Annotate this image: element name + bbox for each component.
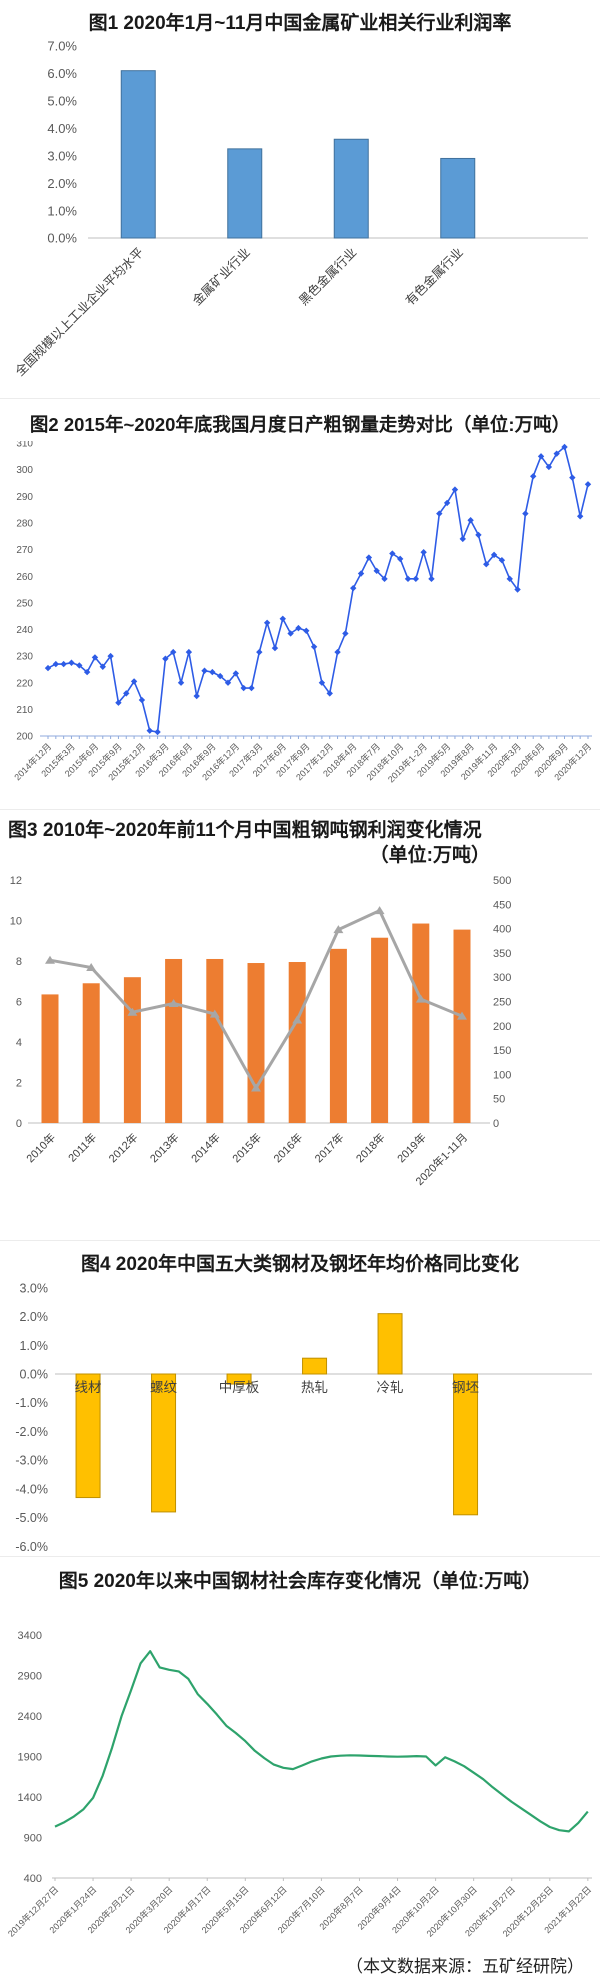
figure2-title: 图2 2015年~2020年底我国月度日产粗钢量走势对比（单位:万吨） <box>29 414 571 435</box>
figure2: 图2 2015年~2020年底我国月度日产粗钢量走势对比（单位:万吨） 200 2… <box>0 398 600 809</box>
svg-text:250: 250 <box>493 997 511 1009</box>
svg-text:中厚板: 中厚板 <box>219 1380 260 1395</box>
svg-text:0: 0 <box>493 1118 499 1130</box>
svg-text:2018年: 2018年 <box>353 1131 388 1166</box>
figure4-bar-chart: -6.0% -5.0% -4.0% -3.0% -2.0% -1.0% 0.0% 1.0% 2.… <box>0 1278 600 1556</box>
figure3: 图3 2010年~2020年前11个月中国粗钢吨钢利润变化情况 （单位:万吨） … <box>0 809 600 1240</box>
svg-text:10: 10 <box>10 916 22 928</box>
figure4-title: 图4 2020年中国五大类钢材及钢坯年均价格同比变化 <box>80 1254 520 1275</box>
svg-text:6.0%: 6.0% <box>47 66 77 81</box>
svg-text:6: 6 <box>16 997 22 1009</box>
svg-text:2015年: 2015年 <box>229 1131 264 1166</box>
svg-text:250: 250 <box>16 598 33 609</box>
svg-text:3400: 3400 <box>18 1630 42 1642</box>
svg-text:-4.0%: -4.0% <box>15 1482 48 1496</box>
figure1-title: 图1 2020年1月~11月中国金属矿业相关行业利润率 <box>88 13 512 34</box>
svg-text:1900: 1900 <box>18 1751 42 1763</box>
svg-text:线材: 线材 <box>75 1380 102 1395</box>
svg-text:2400: 2400 <box>18 1711 42 1723</box>
figure4: 图4 2020年中国五大类钢材及钢坯年均价格同比变化 -6.0% -5.0% -4.… <box>0 1240 600 1556</box>
svg-text:900: 900 <box>24 1832 42 1844</box>
svg-text:-2.0%: -2.0% <box>15 1425 48 1439</box>
svg-text:240: 240 <box>16 625 33 636</box>
svg-text:50: 50 <box>493 1094 505 1106</box>
svg-text:5.0%: 5.0% <box>47 94 77 109</box>
svg-text:2017年: 2017年 <box>312 1131 347 1166</box>
svg-text:210: 210 <box>16 705 33 716</box>
figure5: 图5 2020年以来中国钢材社会库存变化情况（单位:万吨） 400 900 1400… <box>0 1556 600 1982</box>
svg-text:热轧: 热轧 <box>301 1380 328 1395</box>
figure3-unit-label: （单位:万吨） <box>369 844 490 866</box>
svg-text:2: 2 <box>16 1078 22 1090</box>
svg-text:300: 300 <box>16 465 33 476</box>
svg-text:4.0%: 4.0% <box>47 121 77 136</box>
svg-text:400: 400 <box>24 1873 42 1885</box>
svg-text:4: 4 <box>16 1037 22 1049</box>
svg-text:2016年: 2016年 <box>270 1131 305 1166</box>
data-source-note: （本文数据来源：五矿经研院） <box>346 1957 584 1976</box>
svg-text:3.0%: 3.0% <box>20 1281 49 1295</box>
svg-text:200: 200 <box>16 732 33 743</box>
figure5-title: 图5 2020年以来中国钢材社会库存变化情况（单位:万吨） <box>58 1571 542 1592</box>
svg-text:310: 310 <box>16 441 33 450</box>
svg-text:230: 230 <box>16 652 33 663</box>
svg-text:2013年: 2013年 <box>147 1131 182 1166</box>
svg-text:-6.0%: -6.0% <box>15 1540 48 1554</box>
svg-text:280: 280 <box>16 519 33 530</box>
svg-text:金属矿业行业: 金属矿业行业 <box>189 245 253 309</box>
svg-text:0: 0 <box>16 1118 22 1130</box>
svg-text:-3.0%: -3.0% <box>15 1454 48 1468</box>
figure5-line-chart: 400 900 1400 1900 2400 2900 3400 2019年12月27日 202… <box>0 1597 600 1977</box>
svg-text:270: 270 <box>16 545 33 556</box>
svg-text:500: 500 <box>493 875 511 887</box>
svg-text:8: 8 <box>16 956 22 968</box>
svg-text:290: 290 <box>16 492 33 503</box>
figure1: 图1 2020年1月~11月中国金属矿业相关行业利润率 0.0% 1.0% 2.0%… <box>0 0 600 398</box>
svg-text:冷轧: 冷轧 <box>377 1380 404 1395</box>
svg-text:200: 200 <box>493 1021 511 1033</box>
figure3-title: 图3 2010年~2020年前11个月中国粗钢吨钢利润变化情况 <box>8 820 482 841</box>
svg-text:全国规模以上工业企业平均水平: 全国规模以上工业企业平均水平 <box>12 245 146 379</box>
svg-text:1.0%: 1.0% <box>20 1339 49 1353</box>
svg-text:2.0%: 2.0% <box>20 1310 49 1324</box>
svg-text:0.0%: 0.0% <box>47 231 77 246</box>
svg-text:2900: 2900 <box>18 1670 42 1682</box>
svg-text:150: 150 <box>493 1045 511 1057</box>
svg-text:12: 12 <box>10 875 22 887</box>
svg-text:7.0%: 7.0% <box>47 39 77 54</box>
svg-text:螺纹: 螺纹 <box>150 1380 177 1395</box>
svg-text:1.0%: 1.0% <box>47 203 77 218</box>
svg-text:有色金属行业: 有色金属行业 <box>402 245 466 309</box>
svg-text:-5.0%: -5.0% <box>15 1511 48 1525</box>
svg-text:2019年: 2019年 <box>394 1131 429 1166</box>
svg-text:100: 100 <box>493 1070 511 1082</box>
svg-text:黑色金属行业: 黑色金属行业 <box>296 245 360 309</box>
svg-text:2.0%: 2.0% <box>47 176 77 191</box>
svg-text:2011年: 2011年 <box>65 1131 99 1165</box>
svg-text:400: 400 <box>493 924 511 936</box>
svg-text:450: 450 <box>493 900 511 912</box>
svg-text:3.0%: 3.0% <box>47 148 77 163</box>
figure1-bar-chart: 0.0% 1.0% 2.0% 3.0% 4.0% 5.0% 6.0% 7.0% 全国规模以上工业… <box>0 39 600 398</box>
figure2-line-chart: 200 210 220 230 240 250 260 270 280 290 300 310 2014… <box>0 439 600 806</box>
svg-text:2010年: 2010年 <box>23 1131 58 1166</box>
svg-text:钢坯: 钢坯 <box>452 1380 479 1395</box>
svg-text:1400: 1400 <box>18 1792 42 1804</box>
svg-text:2012年: 2012年 <box>106 1131 141 1166</box>
svg-text:0.0%: 0.0% <box>20 1368 49 1382</box>
figure3-combo-chart: 0 2 4 6 8 10 12 0 50 100 150 200 250 300 350 400 450 500 2… <box>0 870 600 1225</box>
svg-text:-1.0%: -1.0% <box>15 1396 48 1410</box>
svg-text:260: 260 <box>16 572 33 583</box>
svg-text:2014年: 2014年 <box>188 1131 223 1166</box>
svg-text:300: 300 <box>493 973 511 985</box>
svg-text:350: 350 <box>493 948 511 960</box>
svg-text:220: 220 <box>16 678 33 689</box>
